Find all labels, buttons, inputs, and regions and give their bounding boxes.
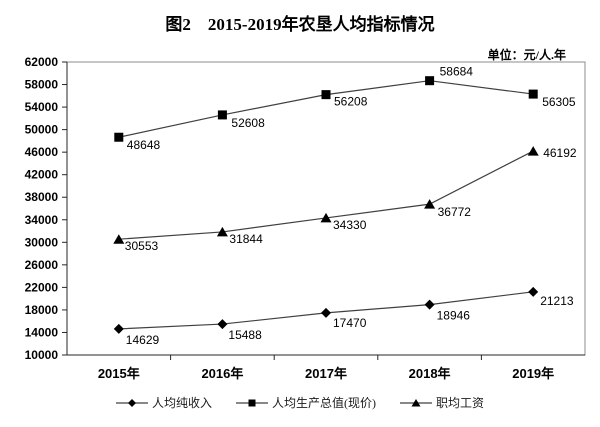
triangle-marker-icon: [424, 199, 436, 209]
y-axis-tick-label: 14000: [25, 325, 59, 339]
legend-label: 人均生产总值(现价): [272, 396, 376, 410]
x-axis-label: 2018年: [409, 366, 451, 381]
chart-legend: 人均纯收入 人均生产总值(现价) 职均工资: [0, 394, 600, 411]
legend-glyph: [248, 399, 256, 406]
data-label: 21213: [540, 294, 574, 308]
data-label: 18946: [437, 309, 471, 323]
y-axis-tick-label: 10000: [25, 348, 59, 362]
data-label: 56208: [334, 95, 368, 109]
data-label: 36772: [438, 205, 472, 219]
y-axis-tick-label: 26000: [25, 258, 59, 272]
triangle-marker-icon: [216, 226, 228, 237]
triangle-marker-icon: [527, 146, 539, 156]
x-axis-label: 2015年: [98, 366, 140, 381]
y-axis-tick-label: 34000: [25, 213, 59, 227]
data-label: 30553: [125, 239, 159, 253]
y-axis-tick-label: 22000: [25, 280, 59, 294]
legend-item-1: 人均生产总值(现价): [236, 394, 376, 411]
x-axis-label: 2019年: [512, 366, 554, 381]
y-axis-tick-label: 30000: [25, 235, 59, 249]
data-label: 56305: [542, 95, 576, 109]
legend-label: 职均工资: [436, 396, 485, 410]
diamond-marker-icon: [217, 319, 228, 330]
legend-glyph: [411, 398, 421, 406]
data-label: 48648: [127, 138, 161, 152]
legend-glyph: [127, 398, 136, 407]
y-axis-tick-label: 58000: [25, 78, 59, 92]
diamond-marker-icon: [113, 323, 124, 334]
square-marker-icon: [321, 90, 331, 100]
triangle-marker-icon: [320, 212, 332, 223]
data-label: 14629: [126, 333, 160, 347]
x-axis-label: 2017年: [305, 366, 347, 381]
data-label: 34330: [333, 218, 367, 232]
y-axis-tick-label: 18000: [25, 303, 59, 317]
triangle-legend-marker-icon: [400, 398, 432, 406]
x-axis-label: 2016年: [201, 366, 243, 381]
legend-item-0: 人均纯收入: [115, 394, 212, 411]
unit-label: 单位：元/人.年: [487, 48, 566, 62]
legend-item-2: 职均工资: [400, 394, 484, 411]
chart-title: 图2 2015-2019年农垦人均指标情况: [165, 15, 435, 34]
y-axis-tick-label: 46000: [25, 145, 59, 159]
series-line: [118, 80, 534, 138]
y-axis-tick-label: 38000: [25, 190, 59, 204]
data-label: 17470: [333, 316, 367, 330]
square-legend-marker-icon: [236, 399, 268, 406]
diamond-legend-marker-icon: [115, 398, 148, 407]
data-label: 31844: [229, 232, 263, 246]
y-axis-tick-label: 42000: [25, 168, 59, 182]
square-marker-icon: [425, 76, 435, 86]
data-label: 46192: [543, 146, 577, 160]
data-label: 52608: [231, 116, 265, 130]
square-marker-icon: [114, 132, 124, 142]
series-line: [118, 150, 534, 240]
data-label: 58684: [440, 65, 474, 79]
data-label: 15488: [228, 328, 262, 342]
square-marker-icon: [528, 89, 538, 99]
diamond-marker-icon: [528, 286, 539, 297]
square-marker-icon: [217, 110, 227, 120]
diamond-marker-icon: [321, 307, 331, 318]
triangle-marker-icon: [113, 234, 125, 244]
y-axis-tick-label: 50000: [25, 123, 59, 137]
diamond-marker-icon: [424, 299, 435, 310]
y-axis-tick-label: 62000: [25, 55, 59, 69]
y-axis-tick-label: 54000: [25, 100, 59, 114]
legend-label: 人均纯收入: [151, 396, 212, 410]
chart-plot-area: 10000 14000 18000 22000 26000 30000 34000 38000…: [25, 55, 586, 381]
